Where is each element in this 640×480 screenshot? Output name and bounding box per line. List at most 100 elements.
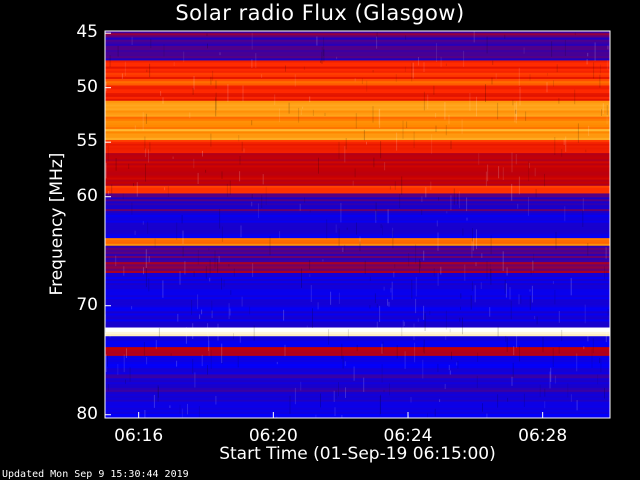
spectrogram-band-1 xyxy=(105,56,610,59)
spectrogram-band-18 xyxy=(105,342,610,346)
noise-streak xyxy=(600,358,602,373)
spectrogram-band-12 xyxy=(105,234,610,237)
noise-streak xyxy=(423,91,425,111)
spectrogram-band-15 xyxy=(105,270,610,274)
noise-streak xyxy=(414,342,416,363)
noise-streak xyxy=(176,360,178,367)
noise-streak xyxy=(466,217,468,221)
noise-streak xyxy=(511,376,513,386)
noise-streak xyxy=(363,129,365,141)
noise-streak xyxy=(261,194,263,208)
noise-streak xyxy=(523,47,525,54)
spectrogram-band-16 xyxy=(105,295,610,298)
noise-streak xyxy=(511,183,513,201)
spectrogram-band-6 xyxy=(105,124,610,128)
noise-streak xyxy=(473,31,475,43)
noise-streak xyxy=(485,84,486,102)
noise-streak xyxy=(299,203,301,211)
noise-streak xyxy=(210,76,212,85)
spectrogram-band-9 xyxy=(105,167,610,170)
spectrogram-band-16 xyxy=(105,289,610,292)
spectrogram-band-21 xyxy=(105,374,610,377)
noise-streak xyxy=(131,306,133,310)
noise-streak xyxy=(515,109,517,114)
noise-streak xyxy=(472,228,473,242)
noise-streak xyxy=(321,51,323,64)
noise-streak xyxy=(597,374,599,385)
noise-streak xyxy=(523,393,525,407)
chart-title: Solar radio Flux (Glasgow) xyxy=(175,1,465,25)
noise-streak xyxy=(318,157,319,174)
noise-streak xyxy=(459,317,461,322)
noise-streak xyxy=(310,285,312,302)
noise-streak xyxy=(384,162,386,171)
spectrogram-band-16 xyxy=(105,319,610,322)
noise-streak xyxy=(144,410,146,418)
noise-streak xyxy=(529,289,531,292)
noise-streak xyxy=(206,33,208,37)
noise-streak xyxy=(485,171,487,187)
spectrogram-band-7 xyxy=(105,133,610,137)
noise-streak xyxy=(392,227,394,238)
noise-streak xyxy=(363,377,365,392)
noise-streak xyxy=(194,372,196,388)
noise-streak xyxy=(495,73,497,79)
noise-streak xyxy=(587,335,589,342)
noise-streak xyxy=(347,329,349,338)
noise-streak xyxy=(162,97,164,104)
noise-streak xyxy=(461,119,463,134)
spectrogram-band-20 xyxy=(105,362,610,365)
spectrogram-band-11 xyxy=(105,199,610,202)
noise-streak xyxy=(128,163,130,169)
noise-streak xyxy=(228,264,230,267)
spectrogram-bands xyxy=(105,31,610,419)
spectrogram-band-2 xyxy=(105,74,610,78)
noise-streak xyxy=(197,250,199,265)
noise-streak xyxy=(421,196,423,202)
noise-streak xyxy=(354,78,356,82)
noise-streak xyxy=(607,308,609,316)
noise-streak xyxy=(312,308,313,328)
noise-streak xyxy=(162,280,164,298)
noise-streak xyxy=(393,271,395,278)
spectrogram-band-6 xyxy=(105,116,610,120)
spectrogram-band-12 xyxy=(105,218,610,222)
noise-streak xyxy=(177,313,179,322)
spectrogram-band-14 xyxy=(105,251,610,255)
noise-streak xyxy=(379,108,381,129)
noise-streak xyxy=(309,210,311,213)
noise-streak xyxy=(552,348,554,367)
spectrogram-band-2 xyxy=(105,76,610,80)
noise-streak xyxy=(446,211,448,214)
spectrogram-band-16 xyxy=(105,281,610,284)
noise-streak xyxy=(125,379,126,384)
noise-streak xyxy=(160,91,162,96)
noise-streak xyxy=(476,375,478,389)
noise-streak xyxy=(477,352,479,362)
spectrogram-band-11 xyxy=(105,209,610,212)
noise-streak xyxy=(301,268,302,288)
noise-streak xyxy=(375,202,377,221)
spectrogram-band-16 xyxy=(105,303,610,306)
spectrogram-band-7 xyxy=(105,137,610,141)
noise-streak xyxy=(417,318,419,322)
spectrogram-band-16 xyxy=(105,275,610,278)
noise-streak xyxy=(544,401,546,409)
noise-streak xyxy=(482,403,483,412)
spectrogram-band-1 xyxy=(105,43,610,47)
noise-streak xyxy=(402,120,404,139)
spectrogram-band-21 xyxy=(105,395,610,399)
plot-frame xyxy=(104,30,611,419)
noise-streak xyxy=(381,343,383,354)
noise-streak xyxy=(401,176,403,195)
spectrogram-band-7 xyxy=(105,135,610,139)
noise-streak xyxy=(565,136,567,152)
noise-streak xyxy=(315,414,317,418)
noise-streak xyxy=(451,351,452,360)
spectrogram-band-7 xyxy=(105,131,610,134)
spectrogram-band-17 xyxy=(105,327,610,331)
noise-streak xyxy=(109,333,111,338)
noise-streak xyxy=(422,359,424,379)
noise-streak xyxy=(340,202,342,223)
noise-streak xyxy=(431,134,433,154)
